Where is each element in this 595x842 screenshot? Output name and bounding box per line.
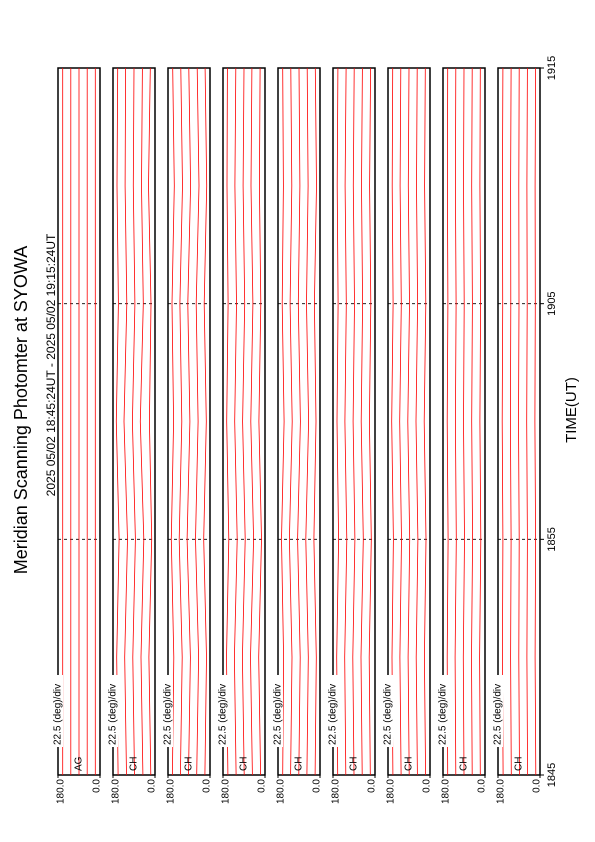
scale-label-bg bbox=[493, 675, 503, 747]
scale-label-bg bbox=[438, 675, 448, 747]
scale-label: 22.5 (deg)/div bbox=[383, 684, 394, 745]
y-tick-label: 180.0 bbox=[166, 779, 177, 804]
trace-line bbox=[534, 67, 537, 776]
trace-line bbox=[305, 67, 310, 776]
trace-line bbox=[313, 67, 317, 776]
x-tick-label: 1845 bbox=[546, 763, 558, 787]
channel-label: CH bbox=[129, 757, 140, 771]
trace-line bbox=[407, 67, 411, 776]
trace-line bbox=[501, 67, 504, 776]
scale-label: 22.5 (deg)/div bbox=[218, 684, 229, 745]
scale-label: 22.5 (deg)/div bbox=[108, 684, 119, 745]
scale-label-bg bbox=[108, 675, 118, 747]
scale-label-bg bbox=[328, 675, 338, 747]
channel-label: CH bbox=[239, 757, 250, 771]
trace-line bbox=[250, 67, 255, 776]
y-tick-label: 180.0 bbox=[331, 779, 342, 804]
trace-line bbox=[281, 67, 285, 776]
channel-label: AG bbox=[74, 756, 85, 771]
trace-line bbox=[203, 67, 208, 776]
trace-line bbox=[509, 67, 512, 776]
trace-line bbox=[344, 67, 348, 776]
trace-line bbox=[399, 67, 402, 776]
trace-line bbox=[131, 67, 136, 776]
channel-label: CH bbox=[349, 757, 360, 771]
y-tick-label: 180.0 bbox=[496, 779, 507, 804]
y-tick-label: 180.0 bbox=[386, 779, 397, 804]
trace-line bbox=[139, 67, 145, 776]
y-tick-label: 0.0 bbox=[532, 779, 543, 793]
trace-line bbox=[462, 67, 465, 776]
rotated-plot: Meridian Scanning Photomter at SYOWA 202… bbox=[11, 56, 580, 804]
trace-line bbox=[518, 67, 520, 776]
trace-line bbox=[446, 67, 449, 776]
panel-frame bbox=[332, 67, 376, 776]
y-tick-label: 0.0 bbox=[257, 779, 268, 793]
trace-line bbox=[178, 67, 183, 776]
channel-label: CH bbox=[459, 757, 470, 771]
trace-line bbox=[288, 67, 293, 776]
trace-line bbox=[195, 67, 200, 776]
trace-line bbox=[233, 67, 238, 776]
x-tick-label: 1855 bbox=[546, 527, 558, 551]
trace-line bbox=[226, 67, 230, 776]
trace-line bbox=[415, 67, 419, 776]
y-tick-label: 180.0 bbox=[56, 779, 67, 804]
trace-line bbox=[423, 67, 427, 776]
trace-line bbox=[526, 67, 528, 776]
y-tick-label: 0.0 bbox=[92, 779, 103, 793]
scale-label-bg bbox=[53, 675, 63, 747]
channel-label: CH bbox=[294, 757, 305, 771]
scale-label: 22.5 (deg)/div bbox=[328, 684, 339, 745]
y-tick-label: 0.0 bbox=[202, 779, 213, 793]
y-tick-label: 0.0 bbox=[312, 779, 323, 793]
trace-line bbox=[391, 67, 394, 776]
scale-label: 22.5 (deg)/div bbox=[273, 684, 284, 745]
channel-label: CH bbox=[184, 757, 195, 771]
trace-line bbox=[297, 67, 301, 776]
y-tick-label: 180.0 bbox=[221, 779, 232, 804]
scale-label-bg bbox=[163, 675, 173, 747]
panel-frame bbox=[387, 67, 431, 776]
trace-line bbox=[352, 67, 356, 776]
scale-label: 22.5 (deg)/div bbox=[53, 684, 64, 745]
y-tick-label: 180.0 bbox=[276, 779, 287, 804]
trace-line bbox=[115, 67, 120, 776]
scale-label-bg bbox=[383, 675, 393, 747]
chart-title: Meridian Scanning Photomter at SYOWA bbox=[11, 246, 31, 574]
y-tick-label: 180.0 bbox=[111, 779, 122, 804]
trace-line bbox=[471, 67, 474, 776]
chart-subtitle: 2025 05/02 18:45:24UT - 2025 05/02 19:15… bbox=[44, 233, 58, 496]
scale-label: 22.5 (deg)/div bbox=[493, 684, 504, 745]
trace-line bbox=[186, 67, 192, 776]
y-tick-label: 0.0 bbox=[367, 779, 378, 793]
x-axis-label: TIME(UT) bbox=[563, 377, 580, 443]
trace-line bbox=[170, 67, 175, 776]
scale-label: 22.5 (deg)/div bbox=[438, 684, 449, 745]
scale-label: 22.5 (deg)/div bbox=[163, 684, 174, 745]
trace-line bbox=[360, 67, 364, 776]
x-tick-label: 1915 bbox=[546, 56, 558, 80]
scale-label-bg bbox=[218, 675, 228, 747]
y-tick-label: 0.0 bbox=[147, 779, 158, 793]
trace-line bbox=[258, 67, 262, 776]
y-tick-label: 180.0 bbox=[441, 779, 452, 804]
trace-line bbox=[368, 67, 372, 776]
trace-line bbox=[479, 67, 482, 776]
channel-label: CH bbox=[404, 757, 415, 771]
y-tick-label: 0.0 bbox=[422, 779, 433, 793]
panel-frame bbox=[442, 67, 486, 776]
trace-line bbox=[241, 67, 246, 776]
y-tick-label: 0.0 bbox=[477, 779, 488, 793]
trace-line bbox=[123, 67, 128, 776]
trace-line bbox=[336, 67, 340, 776]
trace-line bbox=[148, 67, 153, 776]
trace-line bbox=[454, 67, 457, 776]
x-tick-label: 1905 bbox=[546, 291, 558, 315]
channel-label: CH bbox=[514, 757, 525, 771]
scale-label-bg bbox=[273, 675, 283, 747]
